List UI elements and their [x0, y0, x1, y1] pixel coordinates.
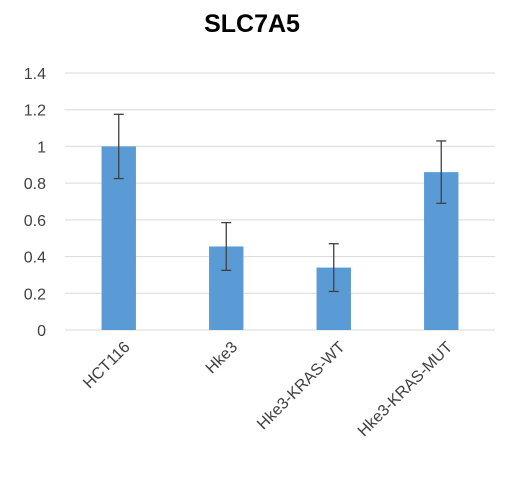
y-tick-label: 0.6: [24, 213, 46, 230]
error-bar: [328, 243, 339, 293]
y-tick-label: 0.8: [24, 176, 46, 193]
x-category-label: Hke3-KRAS-MUT: [355, 339, 456, 440]
y-tick-label: 1: [37, 139, 46, 156]
error-bar: [436, 140, 447, 204]
y-tick-label: 1.4: [24, 66, 46, 83]
chart-title: SLC7A5: [204, 10, 300, 38]
x-category-label: Hke3-KRAS-WT: [254, 339, 349, 434]
error-bar: [221, 221, 232, 271]
x-category-label: HCT116: [80, 339, 133, 392]
y-axis-tick-labels: 0 0.2 0.4 0.6 0.8 1 1.2 1.4: [24, 66, 46, 340]
y-tick-label: 0: [37, 323, 46, 340]
y-tick-label: 1.2: [24, 103, 46, 120]
error-bar: [113, 113, 124, 180]
y-tick-label: 0.2: [24, 286, 46, 303]
bars: [101, 146, 459, 330]
gridlines: [65, 72, 495, 331]
error-bars: [113, 113, 447, 293]
x-category-label: Hke3: [203, 339, 242, 378]
y-tick-label: 0.4: [24, 250, 46, 267]
x-axis-category-labels: HCT116 Hke3 Hke3-KRAS-WT Hke3-KRAS-MUT: [80, 339, 456, 440]
